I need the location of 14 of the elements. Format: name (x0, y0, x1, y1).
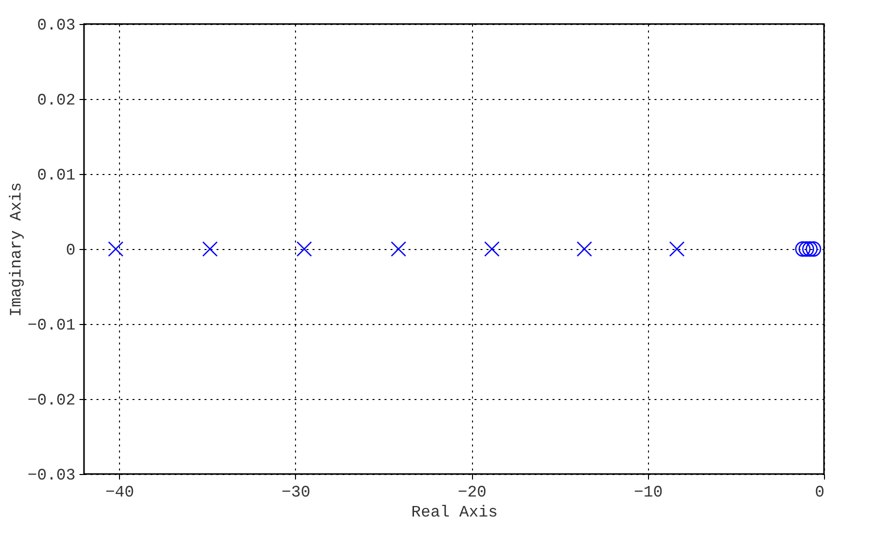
x-axis-title: Real Axis (411, 504, 498, 522)
y-tick-label: −0.03 (27, 466, 76, 484)
y-tick-label: −0.02 (27, 392, 76, 410)
y-axis-title: Imaginary Axis (7, 182, 26, 317)
y-tick-label: 0.03 (37, 16, 76, 34)
x-tick-label: −30 (282, 484, 310, 502)
y-tick-label: 0 (66, 242, 76, 260)
x-tick-label: 0 (814, 484, 824, 502)
y-tick-label: −0.01 (27, 316, 76, 334)
x-tick-label: −10 (634, 484, 663, 502)
y-tick-label: 0.02 (37, 92, 76, 110)
y-tick-label: 0.01 (37, 166, 76, 184)
x-tick-label: −20 (458, 484, 487, 502)
x-tick-label: −40 (105, 484, 134, 502)
